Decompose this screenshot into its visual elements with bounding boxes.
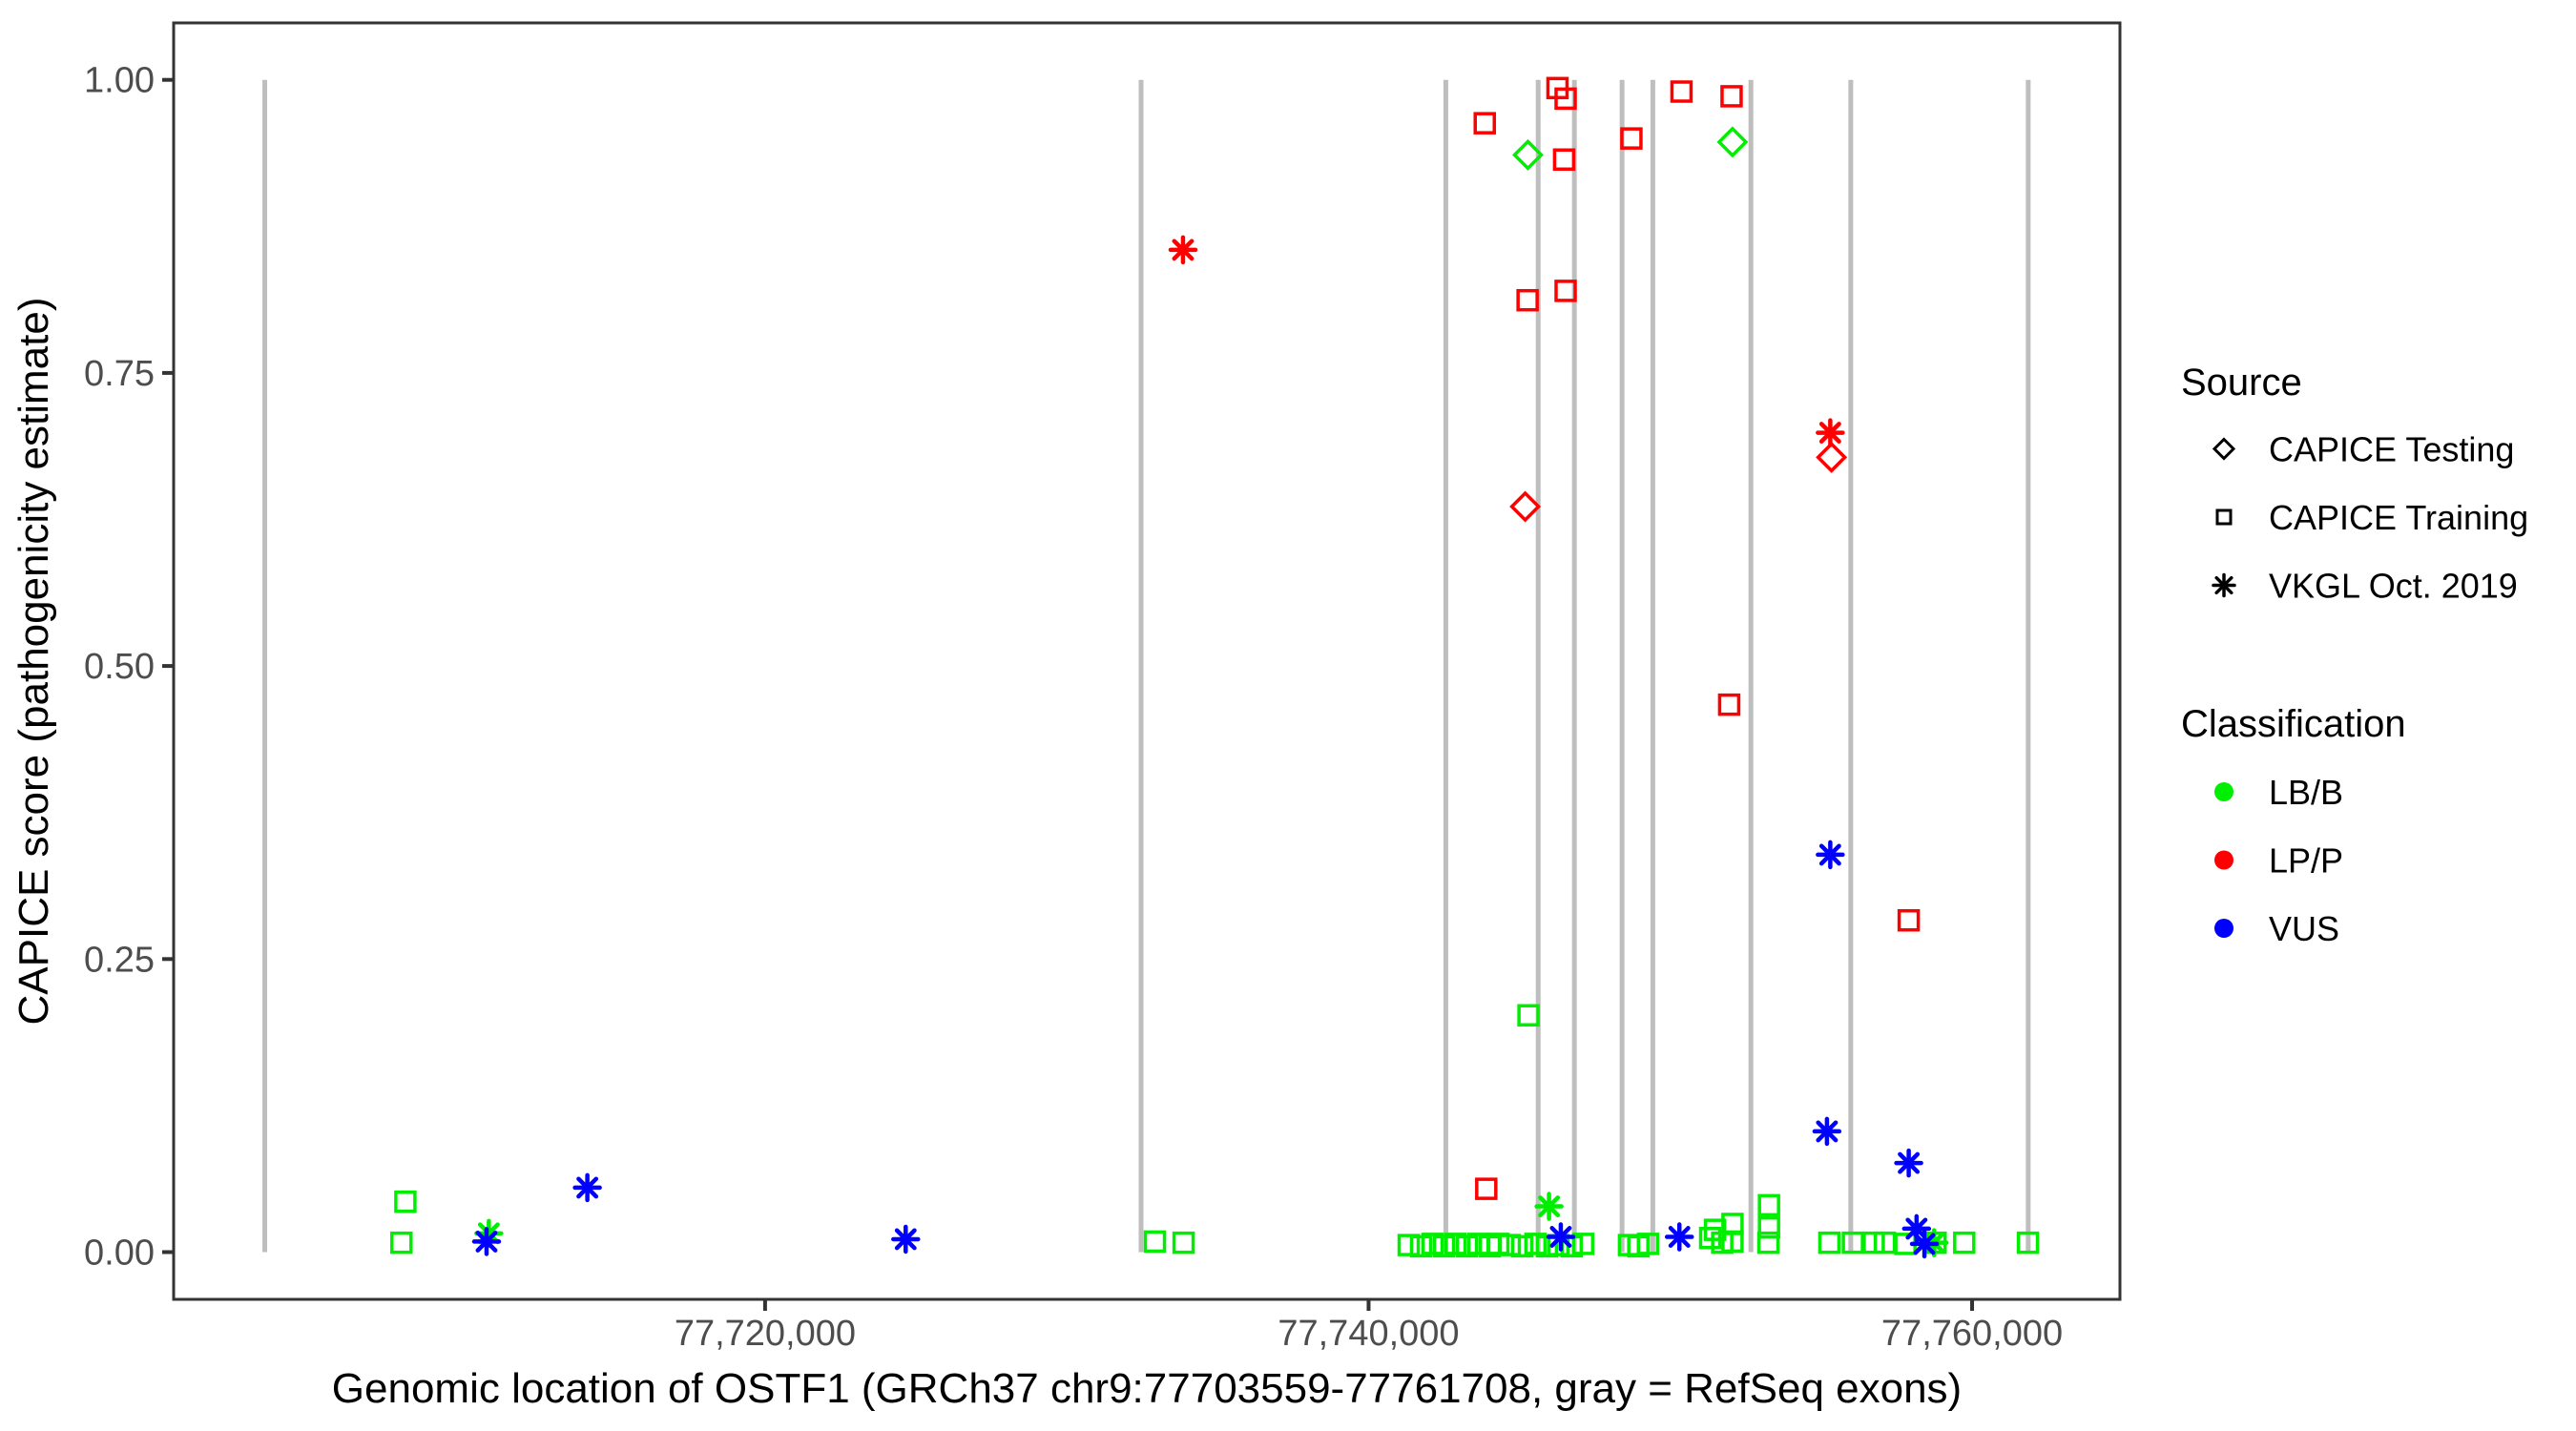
data-point-asterisk <box>471 1227 502 1256</box>
y-tick-label: 0.50 <box>84 647 155 687</box>
data-point-asterisk <box>1168 235 1198 265</box>
legend-source-item-label: CAPICE Training <box>2269 498 2528 537</box>
x-axis: 77,720,000 77,740,000 77,760,000 <box>675 1299 2063 1354</box>
x-tick-label: 77,720,000 <box>675 1314 856 1354</box>
data-point-square <box>1636 1233 1660 1255</box>
data-point-square <box>1143 1230 1167 1254</box>
data-point-asterisk <box>1664 1222 1694 1252</box>
data-point-square <box>1524 1233 1548 1255</box>
data-point-square <box>1670 80 1693 103</box>
data-point-square <box>1516 288 1539 312</box>
data-point-diamond <box>1511 138 1544 171</box>
data-point-square <box>1455 1234 1479 1258</box>
data-point-square <box>1620 127 1643 150</box>
data-point-square <box>1444 1233 1467 1255</box>
data-point-square <box>1717 693 1741 716</box>
plot-panel-border <box>172 21 2122 1301</box>
data-point-square <box>1554 87 1577 111</box>
data-point-asterisk <box>1812 1116 1842 1147</box>
legend-square-icon <box>2215 508 2233 526</box>
x-axis-title: Genomic location of OSTF1 (GRCh37 chr9:7… <box>332 1365 1962 1412</box>
data-point-square <box>1720 85 1743 108</box>
legend-source-item-label: VKGL Oct. 2019 <box>2269 567 2518 606</box>
y-tick-label: 0.75 <box>84 354 155 394</box>
y-tick-label: 0.00 <box>84 1233 155 1273</box>
data-point-asterisk <box>1816 840 1845 870</box>
y-axis-title: CAPICE score (pathogenicity estimate) <box>10 298 57 1026</box>
data-point-square <box>1475 1177 1498 1200</box>
y-tick-label: 0.25 <box>84 940 155 980</box>
data-point-square <box>1721 1230 1744 1254</box>
legend-classification-item-label: LB/B <box>2269 773 2343 812</box>
data-point-square <box>1397 1234 1421 1256</box>
data-point-asterisk <box>1546 1222 1576 1252</box>
y-tick-label: 1.00 <box>84 61 155 101</box>
data-point-square <box>1818 1231 1841 1255</box>
data-point-asterisk <box>1816 418 1845 447</box>
data-point-square <box>1409 1234 1433 1258</box>
data-point-square <box>390 1231 413 1255</box>
data-point-square <box>1757 1215 1780 1239</box>
data-point-square <box>1421 1233 1444 1255</box>
data-point-square <box>1554 280 1577 302</box>
data-point-square <box>1517 1004 1540 1027</box>
data-point-square <box>1571 1233 1595 1255</box>
data-point-square <box>1432 1234 1456 1258</box>
x-tick-label: 77,760,000 <box>1881 1314 2063 1354</box>
legend-source-item-label: CAPICE Testing <box>2269 430 2514 469</box>
data-point-square <box>1552 148 1576 172</box>
legend-color-dot-icon <box>2214 919 2233 938</box>
legend-color-dot-icon <box>2214 782 2233 801</box>
data-point-square <box>1897 908 1921 932</box>
data-point-square <box>1757 1193 1780 1217</box>
data-point-square <box>1172 1231 1195 1255</box>
data-point-asterisk <box>1534 1192 1564 1221</box>
data-point-diamond <box>1509 490 1542 523</box>
data-point-square <box>394 1190 417 1213</box>
data-point-asterisk <box>1894 1148 1923 1178</box>
legend-classification-item-label: VUS <box>2269 909 2339 948</box>
legend-classification-item-label: LP/P <box>2269 841 2343 881</box>
data-points-layer <box>390 76 2040 1259</box>
data-point-asterisk <box>572 1172 602 1203</box>
legend-diamond-icon <box>2212 437 2236 461</box>
data-point-square <box>1841 1231 1864 1255</box>
y-axis: 0.00 0.25 0.50 0.75 1.00 <box>84 61 174 1273</box>
legend-classification-title: Classification <box>2181 703 2406 745</box>
data-point-diamond <box>1816 441 1848 473</box>
data-point-square <box>1510 1234 1534 1258</box>
data-point-square <box>1953 1231 1976 1255</box>
data-point-square <box>1498 1234 1522 1256</box>
data-point-square <box>2016 1231 2040 1255</box>
legend-source-title: Source <box>2181 362 2302 404</box>
legend-color-dot-icon <box>2214 850 2233 870</box>
data-point-square <box>1486 1233 1510 1255</box>
data-point-square <box>1473 112 1496 135</box>
legend: Source CAPICE Testing CAPICE Training VKGL … <box>2181 362 2528 948</box>
data-point-square <box>1756 1231 1780 1255</box>
legend-asterisk-icon <box>2212 572 2236 598</box>
data-point-diamond <box>1716 126 1749 158</box>
exon-lines-layer <box>262 79 2031 1253</box>
data-point-asterisk <box>891 1224 921 1255</box>
x-tick-label: 77,740,000 <box>1278 1314 1459 1354</box>
data-point-asterisk <box>1909 1229 1940 1259</box>
